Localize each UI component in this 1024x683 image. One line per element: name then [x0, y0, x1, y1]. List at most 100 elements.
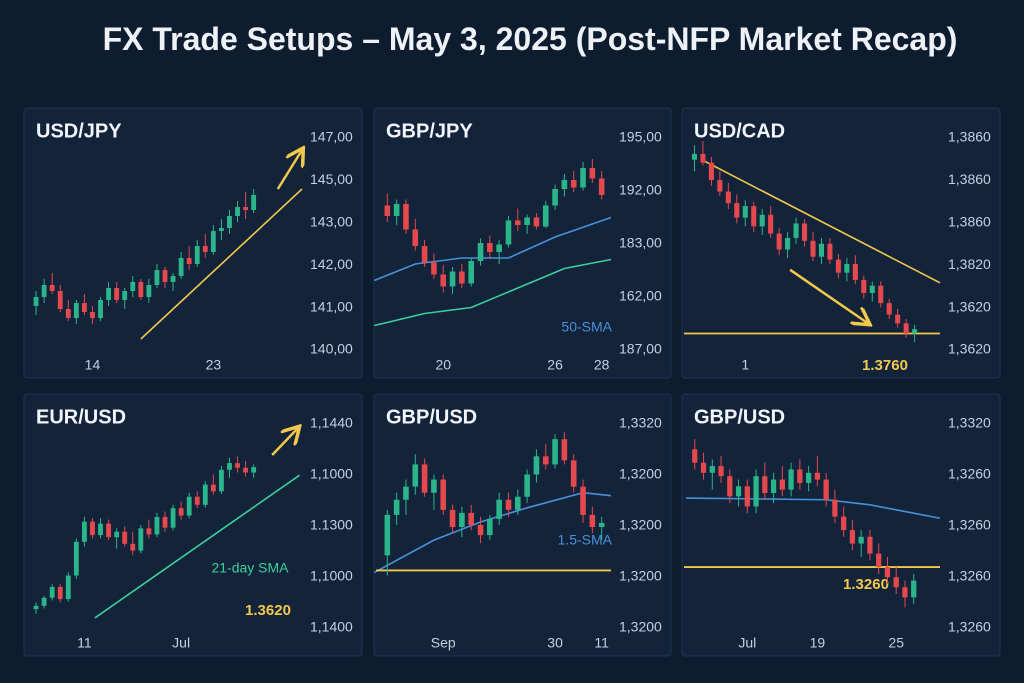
candle-body [561, 439, 568, 461]
y-tick-label: 1,3860 [948, 171, 991, 187]
candle-body [384, 514, 391, 556]
chart-title: USD/JPY [36, 120, 122, 142]
candle-body [459, 512, 465, 528]
x-tick-label: Sep [431, 635, 456, 651]
candle-body [384, 205, 391, 216]
candle-body [533, 217, 540, 227]
x-tick-label: 23 [206, 357, 222, 373]
candle-body [911, 580, 917, 598]
candle-body [805, 472, 812, 483]
candle-body [218, 469, 224, 492]
candle-body [468, 512, 474, 525]
y-tick-label: 1,3260 [948, 568, 991, 584]
y-tick-label: 1.1300 [310, 517, 353, 533]
candle-body [768, 214, 774, 234]
candle-body [691, 153, 698, 160]
candle-body [178, 258, 184, 276]
y-tick-label: 1,1400 [310, 619, 353, 635]
y-tick-label: 1,3260 [948, 517, 991, 533]
indicator-line [704, 160, 941, 284]
candle-body [146, 528, 152, 535]
candle-body [218, 228, 224, 231]
chart-title: EUR/USD [36, 406, 126, 428]
y-tick-label: 143,00 [310, 214, 353, 230]
candle-body [33, 297, 39, 306]
candle-body [251, 195, 257, 210]
candle-body [893, 577, 899, 588]
candle-body [505, 499, 512, 510]
candle-body [449, 271, 456, 287]
candle-body [779, 479, 785, 490]
y-tick-label: 1,3320 [619, 415, 662, 431]
chart-title: GBP/USD [386, 406, 477, 428]
candle-body [194, 246, 200, 264]
candle-body [552, 439, 558, 465]
candle-body [210, 484, 216, 492]
candle-body [810, 240, 816, 257]
candle-body [903, 323, 909, 334]
candle-body [90, 312, 95, 318]
y-tick-label: 1,3820 [948, 256, 991, 272]
candle-body [162, 270, 168, 282]
x-tick-label: 26 [547, 357, 563, 373]
candle-body [542, 456, 549, 465]
candle-body [515, 220, 521, 225]
candle-body [718, 466, 724, 477]
candle-body [130, 282, 136, 291]
candle-body [194, 496, 200, 505]
candle-body [459, 271, 465, 284]
chart-panel [681, 393, 1001, 657]
candle-body [818, 243, 825, 257]
indicator-label: 21-day SMA [211, 560, 289, 576]
candle-body [902, 587, 908, 598]
candle-body [202, 246, 208, 252]
candle-body [186, 496, 192, 516]
trend-arrow [271, 428, 298, 456]
candle-body [788, 469, 794, 490]
candle-body [692, 449, 698, 463]
candle-body [542, 205, 549, 227]
candle-body [552, 189, 558, 206]
candle-body [589, 514, 596, 528]
y-tick-label: 1,3320 [948, 415, 991, 431]
candle-body [235, 463, 240, 468]
candle-body [98, 300, 103, 318]
candle-body [65, 575, 71, 600]
candle-body [138, 528, 144, 551]
candle-body [41, 285, 47, 297]
candle-body [814, 472, 821, 480]
candle-body [717, 180, 723, 192]
chart-panel [373, 393, 672, 657]
candle-body [725, 191, 731, 204]
candle-body [861, 279, 867, 293]
candle-body [570, 180, 577, 188]
candle-body [487, 518, 493, 536]
y-tick-label: 140,00 [310, 341, 353, 357]
candle-body [708, 162, 714, 180]
candle-body [431, 262, 437, 275]
y-tick-label: 192,00 [619, 182, 662, 198]
y-tick-label: 1,3860 [948, 129, 991, 145]
candle-body [827, 243, 833, 260]
candle-body [251, 467, 257, 473]
candle-body [727, 476, 733, 497]
candle-body [412, 229, 419, 246]
candle-body [243, 467, 249, 473]
candle-body [734, 203, 740, 218]
candle-body [227, 216, 232, 228]
candle-body [235, 207, 240, 216]
candle-body [57, 291, 63, 309]
candle-body [130, 543, 136, 551]
candle-body [81, 303, 87, 312]
y-tick-label: 1,3200 [619, 517, 662, 533]
trend-arrow [789, 268, 868, 324]
candle-body [524, 217, 530, 225]
indicator-label: 50-SMA [561, 319, 612, 335]
candle-body [170, 508, 176, 528]
y-tick-label: 1,3860 [948, 214, 991, 230]
candle-body [742, 206, 748, 218]
candle-body [505, 220, 512, 245]
candle-body [122, 291, 128, 300]
